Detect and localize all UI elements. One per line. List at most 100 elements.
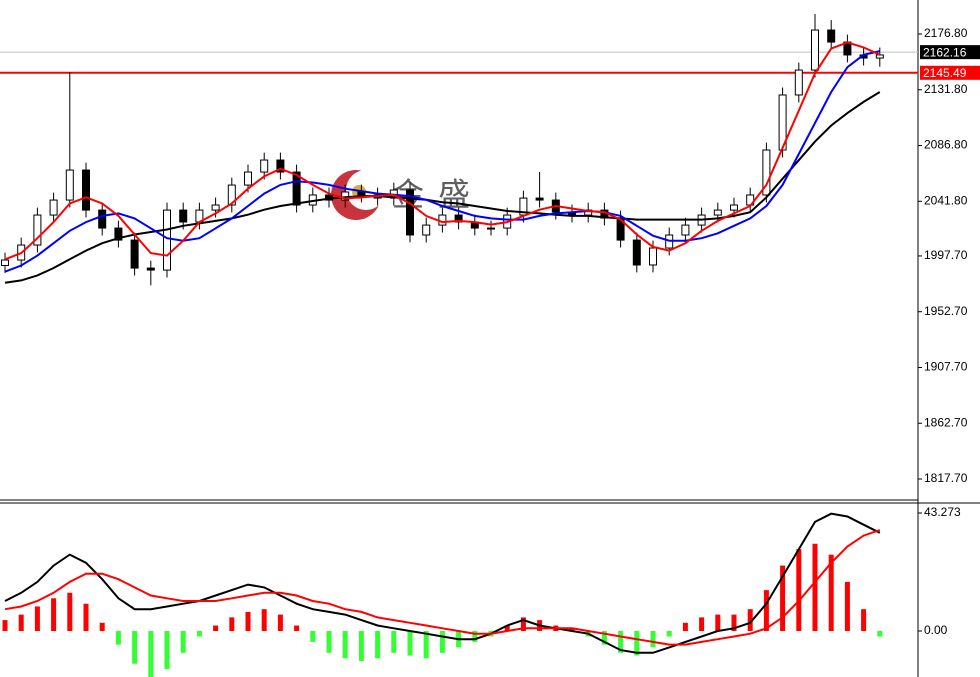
y-tick-label: 0.00 [924,623,948,637]
histogram-bar [569,628,575,631]
histogram-bar [844,581,850,631]
candle-body [713,209,722,216]
histogram-bar [115,630,121,645]
candle-body [649,247,657,266]
candle-body [82,169,90,211]
candle-body [681,224,690,236]
histogram-bar [342,630,348,659]
histogram-bar [618,630,624,653]
histogram-bar [504,625,510,631]
histogram-bar [472,630,478,642]
indicator-line [4,529,881,646]
candle-body [730,204,738,211]
histogram-bar [375,630,381,659]
candle-body [632,239,641,266]
y-tick-label: 1997.70 [924,248,968,262]
price-label-box [920,45,980,60]
histogram-bar [164,630,170,670]
candle-body [227,184,236,206]
histogram-bar [699,617,705,631]
indicator-line [4,50,881,273]
candle-body [794,69,803,96]
histogram-bar [18,614,24,631]
histogram-bar [196,630,202,637]
histogram-bar [294,625,300,631]
candle-body [535,197,544,201]
histogram-bar [83,603,89,631]
histogram-bar [310,630,316,642]
candle-body [260,159,269,173]
histogram-bar [277,614,283,631]
price-label-box [920,65,980,80]
y-tick-label: 2041.80 [924,193,968,207]
histogram-bar [391,630,397,653]
histogram-bar [326,630,332,653]
histogram-bar [99,622,105,631]
histogram-bar [796,549,802,631]
watermark-text: 金盛 [392,176,484,212]
watermark: 金盛 [331,170,484,220]
candle-body [114,227,123,241]
histogram-bar [67,592,73,631]
y-tick-label: 1817.70 [924,471,968,485]
y-tick-label: 2131.80 [924,82,968,96]
candle-body [130,239,139,269]
candle-body [163,209,171,271]
histogram-bar [731,614,737,631]
indicator-line [4,41,881,261]
candle-body [875,54,884,59]
histogram-bar [180,630,186,653]
candle-body [244,171,252,186]
y-tick-label: 43.273 [924,505,961,519]
histogram-bar [682,622,688,631]
candle-body [276,159,285,173]
candle-body [406,189,414,236]
candle-body [341,191,350,201]
histogram-bar [423,630,429,659]
candle-body [762,149,771,196]
y-tick-label: 1907.70 [924,360,968,374]
histogram-bar [812,543,818,631]
histogram-bar [715,614,721,631]
histogram-bar [439,630,445,653]
candle-body [487,227,495,230]
histogram-bar [634,630,640,656]
candle-body [811,29,819,71]
candle-body [438,214,447,226]
candle-body [98,209,107,229]
histogram-bar [132,630,138,664]
histogram-bar [650,630,656,648]
candle-body [49,199,58,216]
histogram-bar [828,554,834,631]
histogram-bar [358,630,364,661]
price-label: 2162.16 [923,45,967,59]
histogram-bar [861,609,867,631]
histogram-bar [780,565,786,631]
histogram-bar [877,630,883,637]
histogram-bar [148,630,154,677]
histogram-bar [2,620,8,631]
candle-body [33,214,42,246]
y-tick-label: 2086.80 [924,138,968,152]
candle-body [179,209,188,223]
histogram-bar [34,606,40,631]
indicator-line [4,91,881,284]
histogram-bar [407,630,413,656]
histogram-bar [601,630,607,645]
candle-body [827,29,836,43]
y-tick-label: 1862.70 [924,415,968,429]
price-label: 2145.49 [923,66,967,80]
y-tick-label: 1952.70 [924,304,968,318]
candle-body [65,169,74,201]
histogram-bar [520,617,526,631]
histogram-bar [261,609,267,631]
candle-body [146,267,155,271]
histogram-bar [747,609,753,631]
y-tick-label: 2176.80 [924,26,968,40]
candle-body [292,171,301,206]
histogram-bar [51,598,57,631]
candle-body [422,224,431,236]
histogram-bar [213,625,219,631]
